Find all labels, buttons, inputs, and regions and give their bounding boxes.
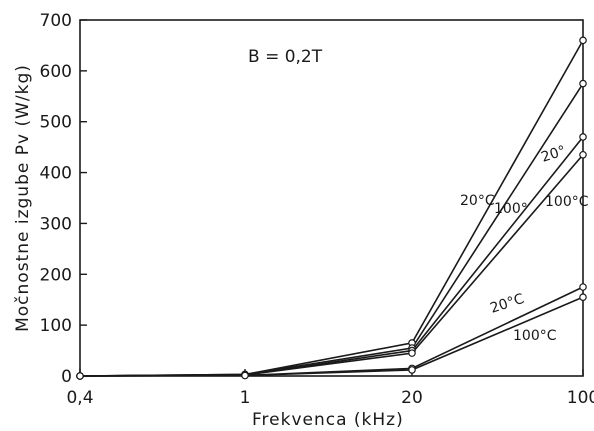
series-line-6 <box>79 296 584 377</box>
y-tick-label: 500 <box>40 113 72 133</box>
data-point <box>241 371 249 380</box>
annotation-20c-upper: 20°C <box>460 193 495 209</box>
x-tick-label: 0,4 <box>66 388 93 408</box>
series-lines <box>79 39 584 377</box>
y-tick-label: 600 <box>40 62 72 82</box>
x-tick-label: 100 <box>567 388 594 408</box>
series-line-4 <box>79 154 584 377</box>
series-line-2 <box>79 83 584 377</box>
data-point <box>579 79 587 88</box>
annotation-100c-lower: 100°C <box>513 328 557 344</box>
data-point <box>579 36 587 45</box>
plot-frame <box>79 19 584 377</box>
annotation-100-upper: 100° <box>494 201 528 217</box>
data-point <box>76 372 84 380</box>
data-point <box>579 133 587 141</box>
y-tick-label: 400 <box>40 164 72 184</box>
data-point <box>579 293 587 301</box>
series-markers <box>76 36 587 380</box>
annotation-20c-lower: 20°C <box>488 291 526 317</box>
annotations: 20°C 100° 20° 100°C 20°C 100°C <box>460 143 589 344</box>
annotation-100c-upper-right: 100°C <box>545 194 589 210</box>
data-point <box>408 366 416 374</box>
y-axis-ticks: 0 100 200 300 400 500 600 700 <box>40 11 87 387</box>
x-tick-label: 1 <box>240 388 251 408</box>
x-axis-ticks: 0,4 1 20 100 <box>66 369 594 408</box>
y-tick-label: 700 <box>40 11 72 31</box>
data-point <box>408 349 416 357</box>
y-tick-label: 200 <box>40 265 72 285</box>
annotation-20-upper-right: 20° <box>539 143 568 166</box>
y-tick-label: 0 <box>61 367 72 387</box>
chart-title: B = 0,2T <box>248 47 323 67</box>
y-tick-label: 300 <box>40 214 72 234</box>
data-point <box>579 150 587 159</box>
y-tick-label: 100 <box>40 316 72 336</box>
data-point <box>579 283 587 291</box>
x-axis-label: Frekvenca (kHz) <box>252 410 404 430</box>
x-tick-label: 20 <box>401 388 423 408</box>
y-axis-label: Močnostne izgube Pv (W/kg) <box>13 64 33 332</box>
